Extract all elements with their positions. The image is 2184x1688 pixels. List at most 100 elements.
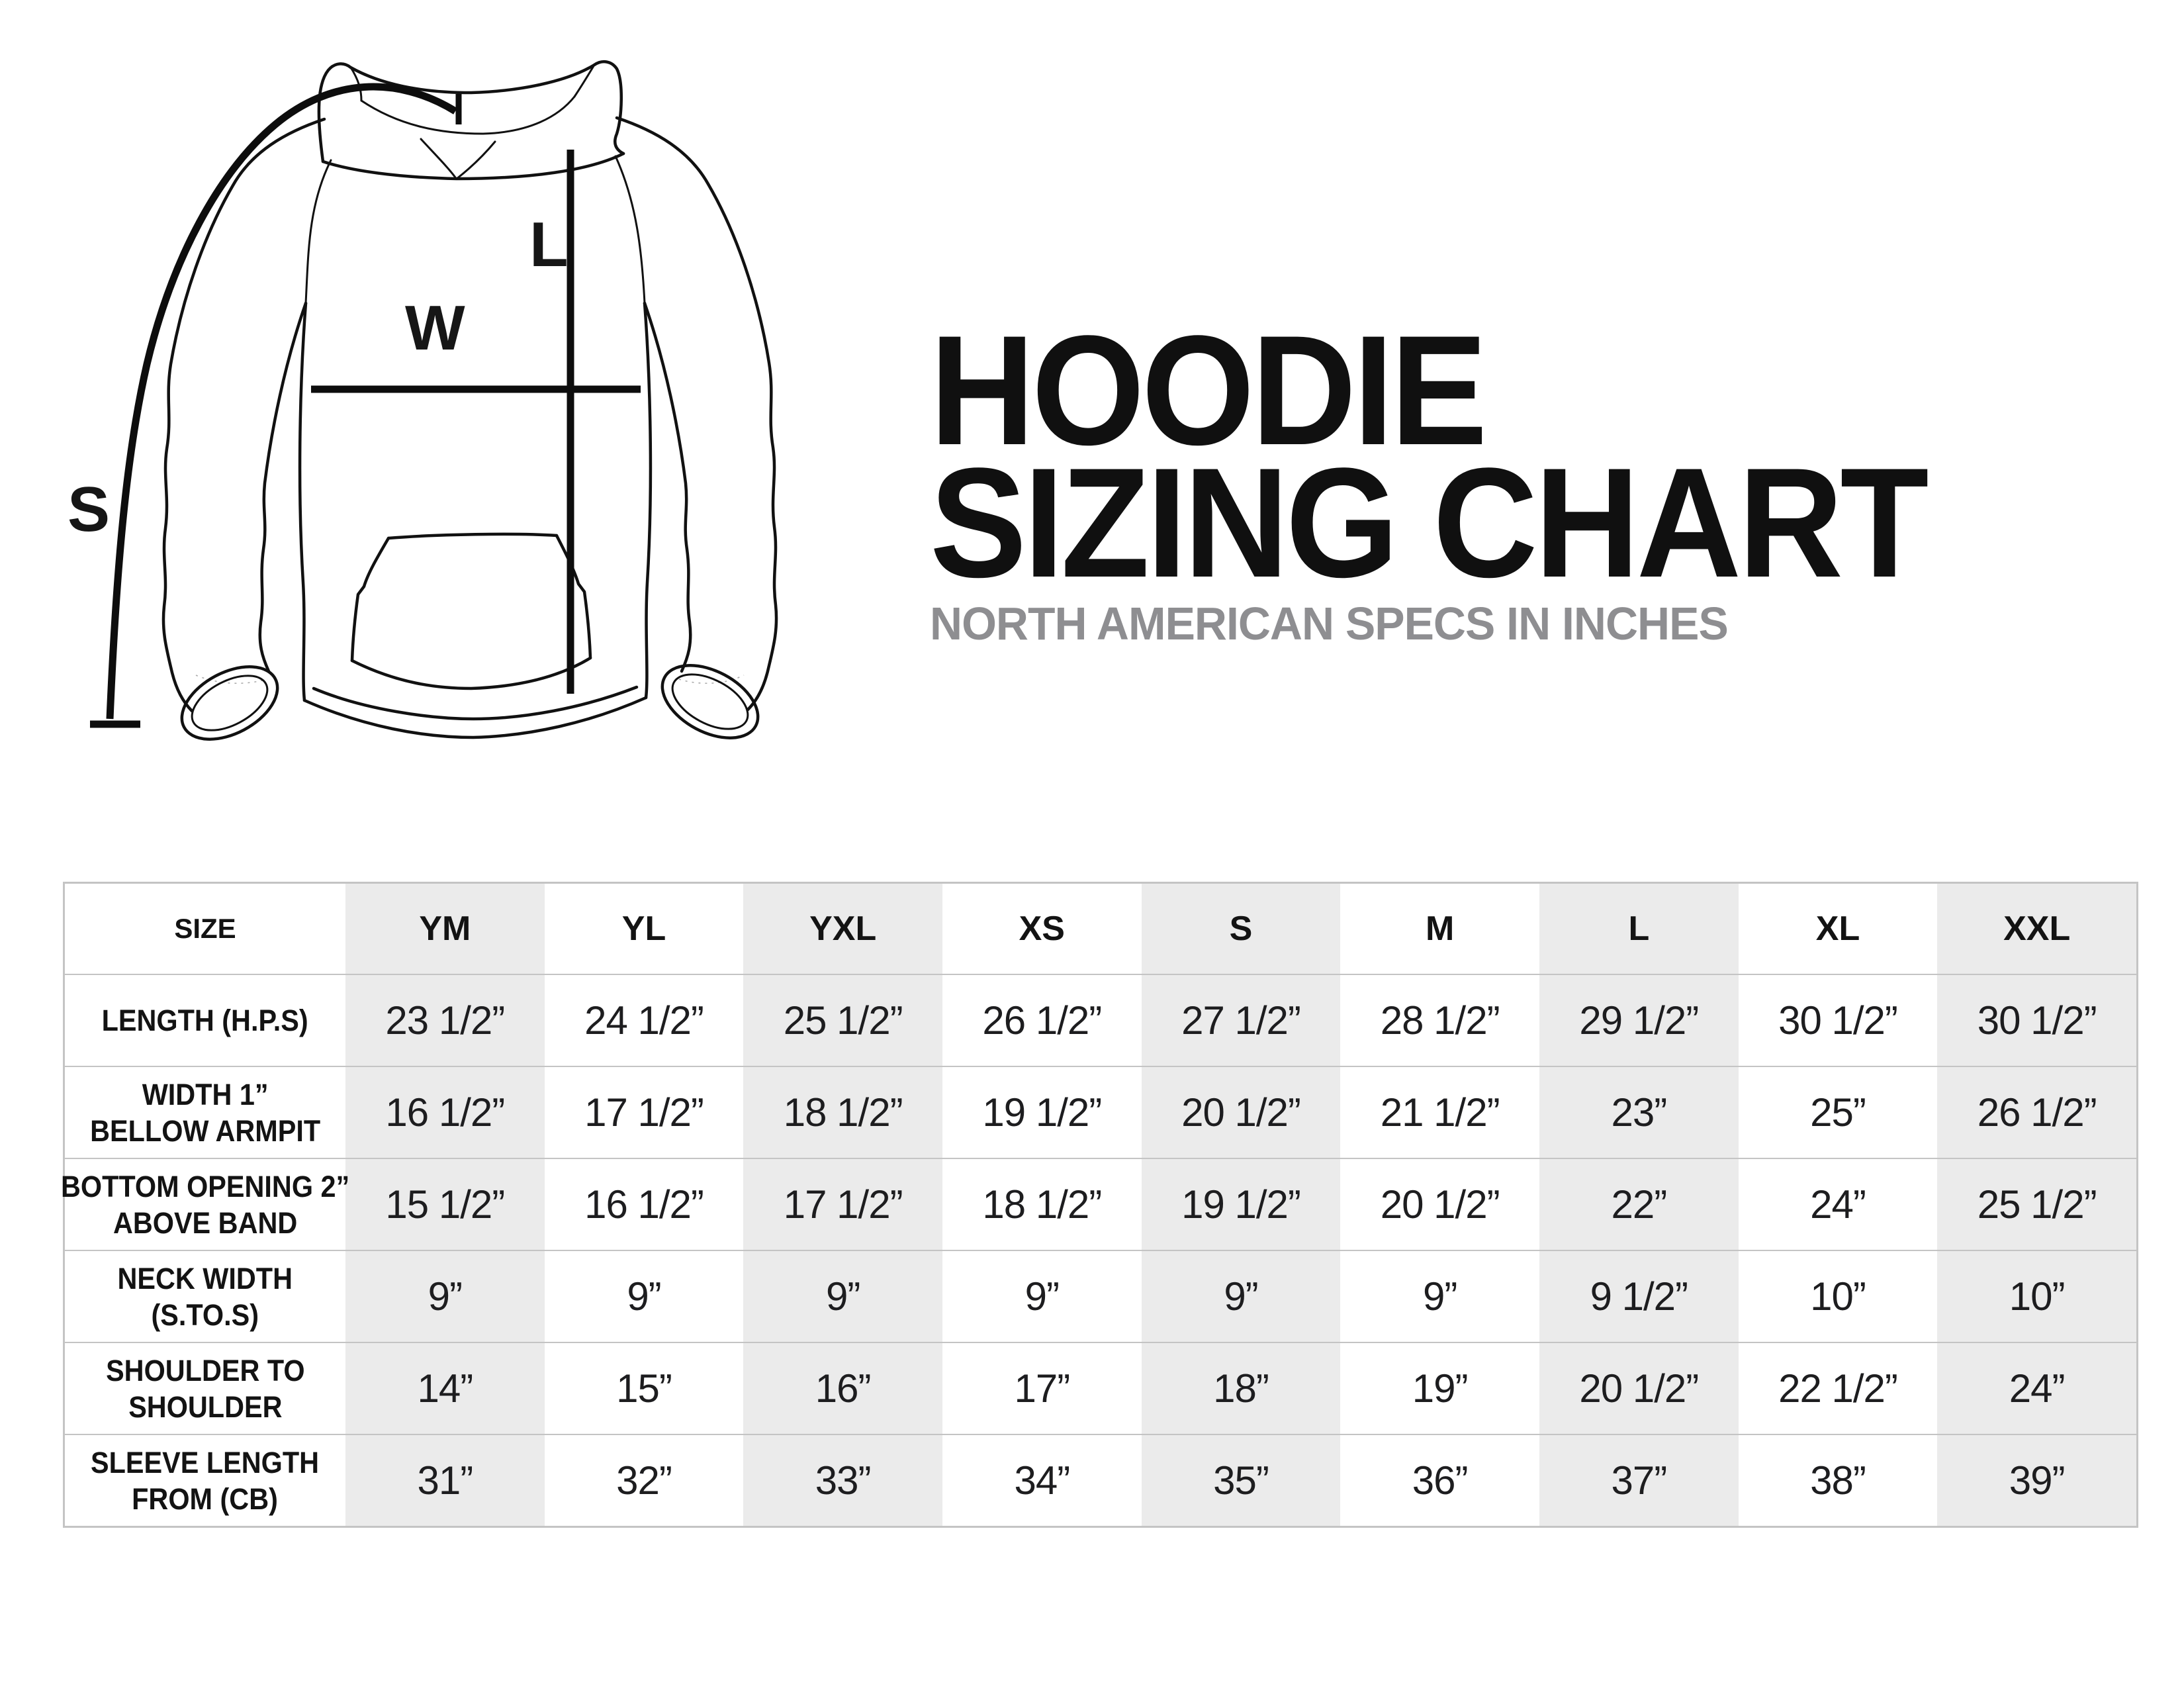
row-label: WIDTH 1” BELLOW ARMPIT bbox=[65, 1067, 345, 1158]
value-cell: 17” bbox=[1014, 1366, 1070, 1411]
hood-fold-right bbox=[573, 64, 596, 98]
value-cell: 25 1/2” bbox=[1937, 1159, 2136, 1250]
value-cell: 18 1/2” bbox=[982, 1182, 1102, 1227]
value-cell: 26 1/2” bbox=[1937, 1067, 2136, 1158]
hood-crossover-left bbox=[420, 138, 457, 179]
value-cell: 9” bbox=[345, 1251, 545, 1342]
value-cell: 39” bbox=[1937, 1435, 2136, 1526]
value-cell: 33” bbox=[743, 1435, 942, 1526]
value-cell: 20 1/2” bbox=[1539, 1343, 1739, 1434]
value-cell: 22 1/2” bbox=[1778, 1366, 1898, 1411]
hood-crossover-right bbox=[455, 140, 496, 180]
cuff-left-inner bbox=[191, 675, 269, 731]
cuff-right-outer bbox=[660, 664, 760, 739]
header-cell-xxl: XXL bbox=[1937, 884, 2136, 974]
value-cell: 15” bbox=[616, 1366, 672, 1411]
value-cell: 36” bbox=[1412, 1458, 1469, 1503]
row-label-line-2: ABOVE BAND bbox=[113, 1205, 298, 1240]
pocket-left bbox=[350, 536, 390, 663]
header-cell-yxl: YXL bbox=[743, 884, 942, 974]
table-row-sleeve-length: SLEEVE LENGTH FROM (CB) 31” 32” 33” 34” 3… bbox=[65, 1434, 2136, 1526]
hem-outer bbox=[302, 696, 648, 739]
row-label: LENGTH (H.P.S) bbox=[65, 975, 345, 1066]
row-label-line-2: SHOULDER bbox=[128, 1389, 283, 1424]
value-cell: 17 1/2” bbox=[584, 1090, 704, 1135]
value-cell: 32” bbox=[616, 1458, 672, 1503]
table-row-neck-width: NECK WIDTH (S.TO.S) 9” 9” 9” 9” 9” 9” 9 1… bbox=[65, 1250, 2136, 1342]
row-label-line-1: NECK WIDTH bbox=[117, 1261, 293, 1295]
value-cell: 16 1/2” bbox=[345, 1067, 545, 1158]
row-label-line-1: SLEEVE LENGTH bbox=[91, 1445, 320, 1479]
row-label-line-2: FROM (CB) bbox=[132, 1481, 279, 1516]
value-cell: 24” bbox=[1810, 1182, 1866, 1227]
row-label: SLEEVE LENGTH FROM (CB) bbox=[65, 1435, 345, 1526]
table-row-length: LENGTH (H.P.S) 23 1/2” 24 1/2” 25 1/2” 2… bbox=[65, 974, 2136, 1066]
title-block: HOODIE SIZING CHART NORTH AMERICAN SPECS… bbox=[930, 312, 2001, 647]
table-row-bottom-opening: BOTTOM OPENING 2” ABOVE BAND 15 1/2” 16 1… bbox=[61, 1158, 2136, 1250]
value-cell: 16 1/2” bbox=[584, 1182, 704, 1227]
header-cell-ym: YM bbox=[345, 884, 545, 974]
row-label-line-1: WIDTH 1” bbox=[142, 1077, 269, 1111]
page-title-line-2: SIZING CHART bbox=[930, 436, 1929, 610]
value-cell: 10” bbox=[1937, 1251, 2136, 1342]
header-cell-yl: YL bbox=[621, 910, 666, 948]
value-cell: 30 1/2” bbox=[1937, 975, 2136, 1066]
cuff-right-seam bbox=[678, 675, 745, 684]
length-measure-label: L bbox=[529, 209, 569, 280]
value-cell: 21 1/2” bbox=[1380, 1090, 1500, 1135]
hood-collar bbox=[321, 152, 625, 181]
value-cell: 17 1/2” bbox=[743, 1159, 942, 1250]
row-label: SHOULDER TO SHOULDER bbox=[65, 1343, 345, 1434]
cuff-right-inner bbox=[671, 673, 749, 730]
value-cell: 19” bbox=[1412, 1366, 1469, 1411]
raglan-seam-right bbox=[614, 155, 646, 305]
value-cell: 19 1/2” bbox=[982, 1090, 1102, 1135]
value-cell: 9 1/2” bbox=[1539, 1251, 1739, 1342]
value-cell: 18 1/2” bbox=[743, 1067, 942, 1158]
header-cell-s: S bbox=[1141, 884, 1341, 974]
value-cell: 24 1/2” bbox=[584, 998, 704, 1043]
hood-opening bbox=[360, 95, 576, 135]
value-cell: 28 1/2” bbox=[1380, 998, 1500, 1043]
value-cell: 25 1/2” bbox=[743, 975, 942, 1066]
value-cell: 26 1/2” bbox=[982, 998, 1102, 1043]
sleeve-right-inner bbox=[643, 301, 692, 673]
value-cell: 31” bbox=[345, 1435, 545, 1526]
raglan-seam-left bbox=[304, 159, 332, 305]
row-label: NECK WIDTH (S.TO.S) bbox=[65, 1251, 345, 1342]
header-cell-xl: XL bbox=[1815, 910, 1860, 948]
hem-inner bbox=[312, 685, 639, 721]
sleeve-measure-label: S bbox=[68, 474, 110, 545]
value-cell: 27 1/2” bbox=[1141, 975, 1341, 1066]
value-cell: 23 1/2” bbox=[345, 975, 545, 1066]
pocket-bottom bbox=[350, 656, 592, 690]
value-cell: 16” bbox=[743, 1343, 942, 1434]
header-cell-m: M bbox=[1425, 910, 1455, 948]
sleeve-left-outer bbox=[161, 117, 326, 713]
sleeve-right-outer bbox=[615, 116, 778, 712]
header-cell-xs: XS bbox=[1019, 910, 1065, 948]
value-cell: 18” bbox=[1141, 1343, 1341, 1434]
value-cell: 25” bbox=[1810, 1090, 1866, 1135]
sleeve-left-inner bbox=[258, 301, 308, 673]
cuff-left-seam bbox=[195, 675, 268, 684]
body-side-right bbox=[643, 301, 653, 700]
body-side-left bbox=[298, 301, 308, 702]
value-cell: 24” bbox=[1937, 1343, 2136, 1434]
row-label: BOTTOM OPENING 2” ABOVE BAND bbox=[61, 1159, 349, 1250]
header-cell-size: SIZE bbox=[174, 913, 236, 944]
width-measure-label: W bbox=[405, 293, 465, 363]
hood-outline bbox=[317, 60, 625, 164]
value-cell: 29 1/2” bbox=[1539, 975, 1739, 1066]
value-cell: 9” bbox=[1024, 1274, 1060, 1319]
value-cell: 23” bbox=[1539, 1067, 1739, 1158]
value-cell: 34” bbox=[1014, 1458, 1070, 1503]
value-cell: 22” bbox=[1539, 1159, 1739, 1250]
value-cell: 14” bbox=[345, 1343, 545, 1434]
table-header-row: SIZE YM YL YXL XS S M L XL XXL bbox=[65, 884, 2136, 974]
value-cell: 9” bbox=[743, 1251, 942, 1342]
value-cell: 10” bbox=[1810, 1274, 1866, 1319]
table-row-width: WIDTH 1” BELLOW ARMPIT 16 1/2” 17 1/2” 18… bbox=[65, 1066, 2136, 1158]
row-label-line-2: BELLOW ARMPIT bbox=[89, 1113, 321, 1148]
